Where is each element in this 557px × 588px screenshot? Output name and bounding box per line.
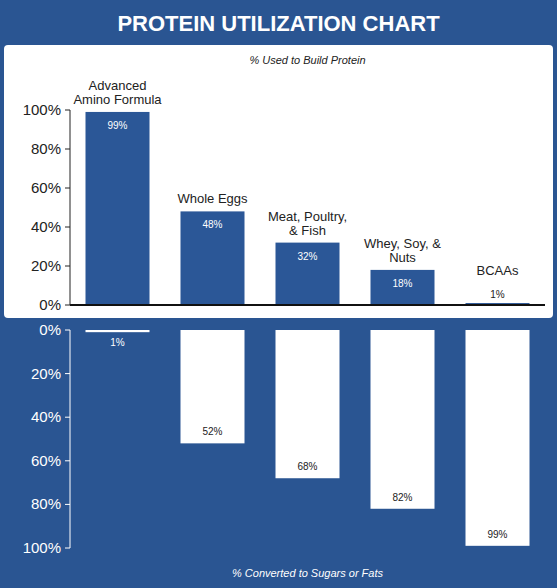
axis-line: [70, 330, 71, 548]
data-label: 99%: [107, 120, 127, 131]
title: PROTEIN UTILIZATION CHART: [117, 11, 440, 36]
tick-label: 60%: [31, 179, 61, 196]
data-label: 82%: [392, 492, 412, 503]
tick-label: 20%: [31, 365, 61, 382]
bar: [371, 270, 435, 305]
labels: 99% AdvancedAmino Formula 1% 48% Whole Eggs 5…: [73, 78, 519, 540]
tick-label: 60%: [31, 452, 61, 469]
tick: [65, 504, 70, 505]
category-label: AdvancedAmino Formula: [73, 78, 162, 107]
tick-label: 80%: [31, 495, 61, 512]
tick: [65, 417, 70, 418]
tick-label: 0%: [39, 296, 61, 313]
data-label: 32%: [297, 251, 317, 262]
bar: [181, 330, 245, 443]
data-label: 1%: [110, 337, 125, 348]
background: [0, 0, 557, 588]
label-line: Amino Formula: [73, 92, 162, 107]
label-line: Whey, Soy, &: [364, 236, 441, 251]
tick: [65, 266, 70, 267]
page: {"chart_data": {"type": "bar", "title": …: [0, 0, 557, 588]
tick: [65, 227, 70, 228]
data-label: 18%: [392, 278, 412, 289]
tick: [65, 149, 70, 150]
tick: [65, 330, 70, 331]
tick: [65, 460, 70, 461]
tick-label: 100%: [23, 539, 61, 556]
bars-bottom: [86, 330, 530, 546]
axis-line: [70, 304, 545, 306]
tick: [65, 305, 70, 306]
tick: [65, 373, 70, 374]
axis-line: [70, 110, 71, 305]
bar: [276, 330, 340, 478]
tick: [65, 110, 70, 111]
chart: PROTEIN UTILIZATION CHART 0% 20% 40% 60% 80% 1…: [0, 0, 557, 588]
bar: [86, 112, 150, 305]
tick-label: 100%: [23, 101, 61, 118]
bar: [276, 243, 340, 305]
label-line: Whole Eggs: [177, 191, 248, 206]
label-line: Meat, Poultry,: [268, 209, 347, 224]
series-label: % Converted to Sugars or Fats: [232, 567, 384, 579]
tick-label: 20%: [31, 257, 61, 274]
top-panel: [4, 45, 553, 318]
label-line: Nuts: [389, 250, 416, 265]
data-label: 68%: [297, 461, 317, 472]
tick: [65, 188, 70, 189]
category-label: Whole Eggs: [177, 191, 248, 206]
data-label: 1%: [490, 289, 505, 300]
series-label: % Used to Build Protein: [249, 54, 365, 66]
data-label: 48%: [202, 219, 222, 230]
tick-label: 40%: [31, 218, 61, 235]
tick-label: 40%: [31, 408, 61, 425]
bar: [371, 330, 435, 509]
bar: [86, 330, 150, 332]
bars-top: [86, 112, 530, 305]
data-label: 99%: [487, 529, 507, 540]
tick: [65, 548, 70, 549]
category-label: Meat, Poultry,& Fish: [268, 209, 347, 238]
label-line: Advanced: [89, 78, 147, 93]
data-label: 52%: [202, 426, 222, 437]
bar: [181, 211, 245, 305]
bar: [466, 330, 530, 546]
tick-label: 0%: [39, 321, 61, 338]
tick-label: 80%: [31, 140, 61, 157]
category-label: Whey, Soy, &Nuts: [364, 236, 441, 265]
label-line: & Fish: [289, 223, 326, 238]
category-label: BCAAs: [477, 263, 519, 278]
label-line: BCAAs: [477, 263, 519, 278]
